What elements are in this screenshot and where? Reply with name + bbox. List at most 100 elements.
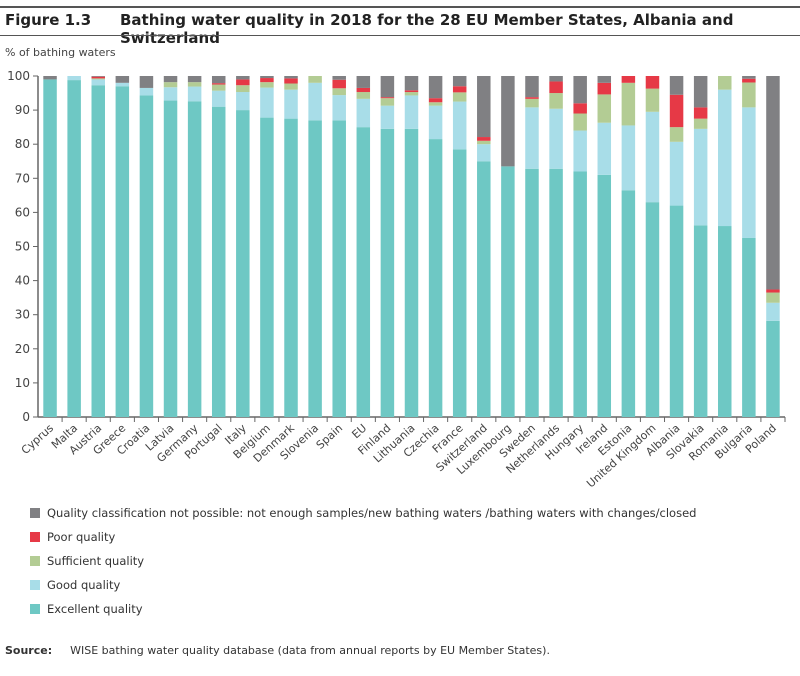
bar-segment-sufficient xyxy=(645,88,660,112)
bar-segment-quality xyxy=(669,76,684,95)
bar-segment-sufficient xyxy=(573,113,587,131)
bar-segment-good xyxy=(766,302,780,321)
legend-item: Poor quality xyxy=(30,529,696,545)
bar-segment-excellent xyxy=(693,225,708,417)
y-tick-label: 50 xyxy=(15,240,30,254)
bar-segment-sufficient xyxy=(452,92,467,102)
bar-segment-excellent xyxy=(452,149,467,417)
bar-segment-sufficient xyxy=(332,88,346,96)
bar-segment-sufficient xyxy=(597,94,612,123)
bar-segment-poor xyxy=(428,98,443,103)
bar-segment-excellent xyxy=(332,120,346,417)
bar-segment-good xyxy=(236,92,250,111)
title-rule-top xyxy=(0,6,800,8)
bar-segment-excellent xyxy=(501,166,515,417)
bar-segment-excellent xyxy=(43,79,57,417)
bar-segment-excellent xyxy=(645,202,660,417)
bar-segment-excellent xyxy=(597,174,612,417)
bar-segment-sufficient xyxy=(669,127,684,142)
bar-segment-sufficient xyxy=(356,92,371,99)
bar-segment-poor xyxy=(236,79,250,86)
y-tick-label: 80 xyxy=(15,137,30,151)
bar-segment-good xyxy=(477,144,491,162)
figure-title: Bathing water quality in 2018 for the 28… xyxy=(120,11,734,47)
bar-segment-quality xyxy=(187,76,202,83)
bar-segment-quality xyxy=(501,76,515,167)
bar-segment-good xyxy=(163,87,178,101)
bar-segment-excellent xyxy=(236,110,250,417)
bar-segment-poor xyxy=(380,97,395,99)
bar-segment-sufficient xyxy=(91,78,105,80)
bar-segment-poor xyxy=(211,83,226,85)
bar-segment-poor xyxy=(573,103,587,114)
figure-number: Figure 1.3 xyxy=(5,11,92,29)
bar-segment-poor xyxy=(260,78,274,83)
legend-item: Excellent quality xyxy=(30,601,696,617)
y-tick-label: 20 xyxy=(15,342,30,356)
bar-segment-good xyxy=(260,87,274,118)
bar-segment-quality xyxy=(380,76,395,98)
bar-segment-excellent xyxy=(91,85,105,417)
bar-segment-poor xyxy=(452,86,467,93)
bar-segment-quality xyxy=(260,76,274,79)
bar-segment-good xyxy=(356,98,371,128)
legend-item: Quality classification not possible: not… xyxy=(30,505,696,521)
y-tick-label: 70 xyxy=(15,171,30,185)
bar-segment-excellent xyxy=(718,226,732,417)
bar-segment-quality xyxy=(742,76,756,79)
bar-segment-quality xyxy=(525,76,539,98)
bar-segment-poor xyxy=(477,137,491,141)
bar-segment-good xyxy=(115,82,130,87)
legend-swatch xyxy=(30,508,40,518)
bar-segment-good xyxy=(742,107,756,238)
bar-segment-good xyxy=(404,95,419,129)
bar-segment-sufficient xyxy=(187,82,202,87)
bar-segment-excellent xyxy=(573,171,587,417)
bar-segment-quality xyxy=(549,76,563,82)
bar-segment-good xyxy=(597,122,612,175)
bar-segment-sufficient xyxy=(766,292,780,303)
bar-segment-poor xyxy=(525,97,539,99)
source-note: Source: WISE bathing water quality databa… xyxy=(5,644,550,657)
bar-segment-quality xyxy=(91,76,105,77)
bar-segment-poor xyxy=(356,87,371,93)
bar-segment-excellent xyxy=(669,205,684,417)
bar-segment-good xyxy=(428,105,443,140)
bar-segment-excellent xyxy=(163,100,178,417)
bar-segment-poor xyxy=(549,81,563,94)
bar-segment-sufficient xyxy=(211,84,226,91)
bar-segment-excellent xyxy=(525,168,539,417)
bar-segment-sufficient xyxy=(477,140,491,145)
bar-segment-excellent xyxy=(621,190,636,417)
bar-segment-excellent xyxy=(308,120,322,417)
legend-swatch xyxy=(30,556,40,566)
legend-label: Poor quality xyxy=(47,530,116,544)
bar-segment-sufficient xyxy=(621,82,636,126)
bar-segment-quality xyxy=(332,76,346,80)
y-tick-label: 0 xyxy=(22,410,30,424)
legend-label: Excellent quality xyxy=(47,602,143,616)
bar-segment-sufficient xyxy=(284,83,298,90)
bar-segment-good xyxy=(67,76,81,81)
bar-segment-good xyxy=(693,128,708,226)
bar-segment-good xyxy=(211,90,226,107)
title-rule-bottom xyxy=(0,35,800,36)
legend-item: Good quality xyxy=(30,577,696,593)
bar-segment-excellent xyxy=(404,128,419,417)
legend-swatch xyxy=(30,604,40,614)
bar-segment-quality xyxy=(693,76,708,108)
bar-segment-excellent xyxy=(549,168,563,417)
bar-segment-quality xyxy=(139,76,154,88)
bar-segment-excellent xyxy=(477,161,491,417)
bar-segment-good xyxy=(718,89,732,227)
bar-segment-quality xyxy=(597,76,612,83)
bar-segment-poor xyxy=(597,82,612,95)
bar-segment-good xyxy=(284,89,298,119)
y-tick-label: 60 xyxy=(15,205,30,219)
bar-segment-good xyxy=(645,111,660,203)
bar-segment-sufficient xyxy=(163,82,178,88)
bar-segment-good xyxy=(573,130,587,172)
bar-segment-poor xyxy=(284,78,298,84)
bar-segment-excellent xyxy=(139,95,154,417)
bar-segment-sufficient xyxy=(742,82,756,108)
